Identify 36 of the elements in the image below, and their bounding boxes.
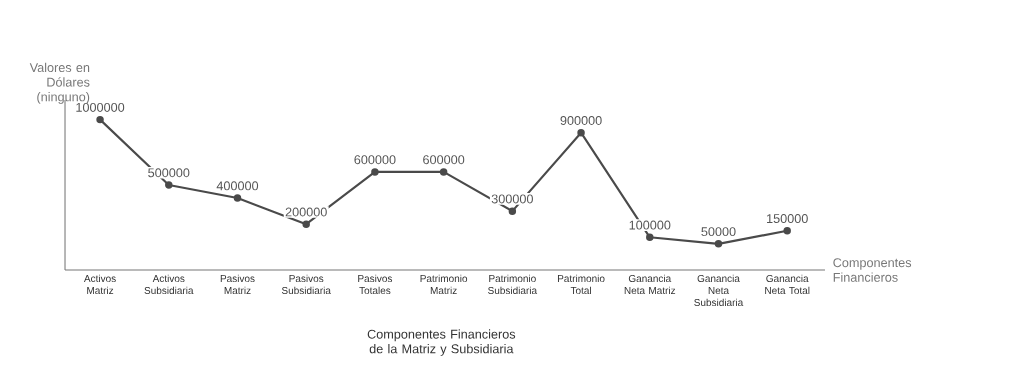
x-tick-label: Pasivos Subsidiaria: [281, 274, 331, 295]
data-label: 600000: [354, 155, 396, 165]
point: [646, 233, 654, 242]
x-tick-label: Ganancia Neta Total: [765, 274, 810, 295]
data-label: 1000000: [76, 102, 125, 112]
data-label: 200000: [285, 207, 327, 217]
point: [577, 128, 585, 137]
x-tick-label: Patrimonio Matriz: [420, 274, 468, 295]
x-tick-label: Patrimonio Subsidiaria: [488, 274, 538, 295]
data-label: 500000: [148, 168, 190, 178]
text: Componentes Financieros de la Matriz y Subsidiaria: [367, 329, 516, 356]
x-tick-label: Patrimonio Total: [557, 274, 605, 295]
point: [302, 220, 310, 228]
x-tick-label: Ganancia Neta Matriz: [624, 274, 676, 295]
data-label: 900000: [560, 115, 602, 125]
x-tick-label: Activos Subsidiaria: [144, 274, 194, 295]
point: [165, 181, 173, 189]
x-tick-label: Pasivos Totales: [358, 274, 393, 295]
x-tick-label: Pasivos Matriz: [220, 274, 255, 295]
data-label: 600000: [423, 155, 465, 165]
point: [508, 207, 517, 215]
x-tick-label: Activos Matriz: [83, 274, 116, 295]
data-label: 300000: [491, 194, 533, 204]
data-label: 50000: [701, 227, 736, 237]
point: [371, 168, 379, 176]
point: [96, 115, 104, 124]
point: [783, 227, 791, 235]
point: [714, 240, 723, 248]
data-label: 100000: [629, 220, 671, 230]
data-label: 150000: [767, 214, 808, 224]
x-axis-title: Componentes Financieros: [833, 258, 912, 282]
point: [439, 168, 448, 176]
data-label: 400000: [216, 181, 259, 191]
point: [233, 194, 242, 202]
y-axis-title: Valores en Dólares (ninguno): [29, 62, 90, 104]
x-tick-label: Ganancia Neta Subsidiaria: [694, 274, 744, 307]
